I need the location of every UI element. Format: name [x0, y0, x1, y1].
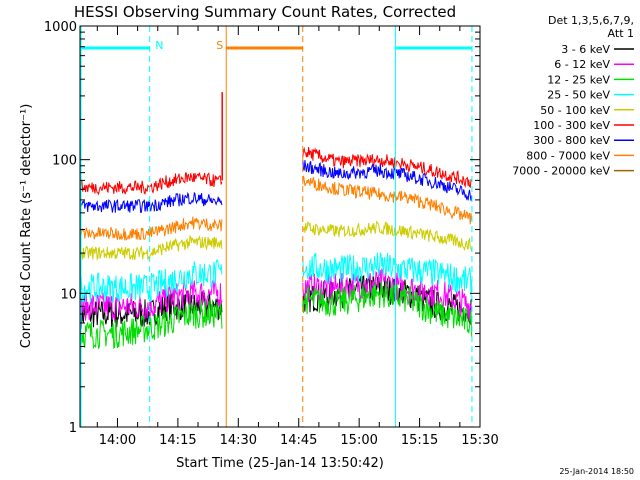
legend: Det 1,3,5,6,7,9, Att 1 3 - 6 keV 6 - 12 k…: [512, 14, 634, 178]
x-tick-label-4: 14:45: [280, 433, 317, 448]
plot-frame: [79, 25, 481, 428]
series-line-8-part-2: [302, 175, 473, 225]
y-axis-label: Corrected Count Rate (s⁻¹ detector⁻¹): [19, 104, 34, 349]
y-tick-label-4: 1000: [44, 20, 77, 35]
legend-label-4: 25 - 50 keV: [547, 89, 610, 102]
legend-header-line-2: Att 1: [608, 27, 634, 40]
series-line-4-part-1: [80, 259, 223, 303]
series-line-7-part-2: [302, 159, 473, 201]
x-tick-label-1: 14:00: [99, 433, 136, 448]
legend-label-8: 800 - 7000 keV: [526, 149, 610, 162]
series-line-7-part-1: [80, 191, 223, 214]
series-line-6-part-1: [80, 172, 223, 196]
x-tick-label-6: 15:15: [401, 433, 438, 448]
series-line-5-part-2: [302, 220, 473, 252]
x-tick-label-5: 15:00: [340, 433, 377, 448]
series-line-3-part-1: [80, 299, 223, 350]
series-line-8-part-1: [80, 216, 223, 241]
y-axis: 1 10 100 1000: [44, 20, 480, 436]
y-tick-label-3: 100: [52, 154, 77, 169]
x-tick-label-7: 15:30: [461, 433, 498, 448]
chart-title: HESSI Observing Summary Count Rates, Cor…: [74, 3, 456, 21]
x-tick-label-2: 14:15: [159, 433, 196, 448]
y-tick-label-2: 10: [60, 287, 77, 302]
legend-label-9: 7000 - 20000 keV: [512, 165, 610, 178]
series-line-2-part-1: [80, 278, 223, 321]
legend-label-2: 6 - 12 keV: [554, 58, 610, 71]
generation-timestamp: 25-Jan-2014 18:50: [559, 467, 634, 476]
series-line-4-part-2: [302, 252, 473, 297]
series-line-2-part-2: [302, 267, 473, 321]
legend-label-6: 100 - 300 keV: [533, 119, 610, 132]
legend-label-5: 50 - 100 keV: [540, 104, 610, 117]
series-line-6-part-2: [302, 146, 472, 189]
x-axis-label: Start Time (25-Jan-14 13:50:42): [176, 456, 384, 471]
x-tick-label-3: 14:30: [220, 433, 257, 448]
marker-label-2: S: [216, 39, 223, 52]
legend-label-7: 300 - 800 keV: [533, 134, 610, 147]
x-axis: 14:00 14:15 14:30 14:45 15:00 15:15 15:30: [96, 26, 499, 448]
series-line-5-part-1: [80, 234, 223, 261]
legend-label-3: 12 - 25 keV: [547, 73, 610, 86]
marker-label-1: N: [155, 39, 163, 52]
legend-label-1: 3 - 6 keV: [561, 43, 610, 56]
series-line-3-part-2: [302, 280, 473, 337]
y-tick-label-1: 1: [69, 421, 77, 436]
legend-header-line-1: Det 1,3,5,6,7,9,: [548, 14, 634, 27]
